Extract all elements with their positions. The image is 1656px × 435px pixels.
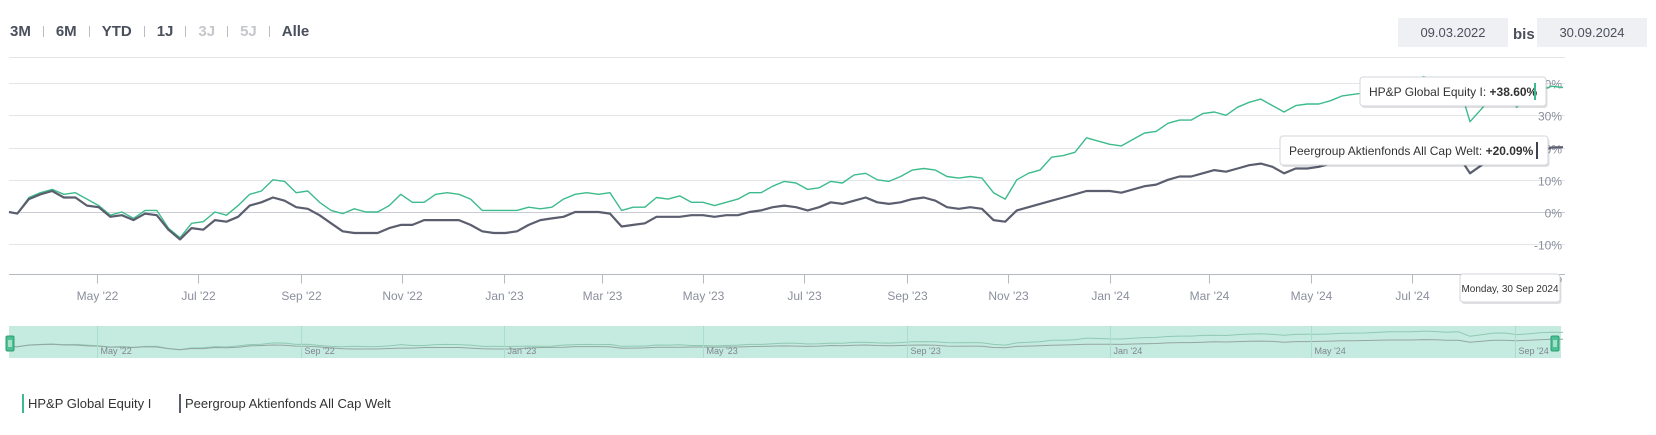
x-tick-label: Mar '24 [1190,289,1230,303]
range-button-3j: 3J [198,22,216,40]
tooltip-series-value: +20.09% [1486,144,1534,158]
tooltip-date: Monday, 30 Sep 2024 [1461,284,1559,295]
tooltip-series-value: +38.60% [1490,85,1538,99]
range-separator [227,25,229,37]
date-from-input[interactable]: 09.03.2022 [1398,18,1508,47]
x-tick-label: Jan '24 [1091,289,1130,303]
range-button-3m[interactable]: 3M [10,22,31,40]
navigator-tick-label: May '24 [1315,346,1346,356]
legend-item-fund[interactable]: HP&P Global Equity I [22,393,151,413]
y-tick-label: 0% [1545,207,1563,221]
series-lines [8,75,1564,241]
legend-swatch [22,393,24,413]
range-separator [42,25,44,37]
x-tick-label: Jan '23 [485,289,524,303]
x-tick-label: Sep '22 [281,289,322,303]
tooltip-fund-text: HP&P Global Equity I: +38.60% [1369,85,1538,99]
legend-swatch [179,393,181,413]
navigator-right-handle[interactable] [1550,335,1560,352]
tooltip-series-name: Peergroup Aktienfonds All Cap Welt: [1289,144,1486,158]
tooltip-peergroup [1279,135,1549,166]
navigator-series-peergroup [8,338,1563,351]
y-tick-label: -10% [1534,239,1562,253]
range-button-6m[interactable]: 6M [55,22,77,40]
date-to-input[interactable]: 30.09.2024 [1537,18,1647,47]
series-line-peergroup [8,146,1564,241]
tooltips: HP&P Global Equity I: +38.60% Peergroup A… [1279,76,1562,304]
range-button-1j[interactable]: 1J [156,22,174,40]
navigator-left-handle[interactable] [5,335,15,352]
x-axis: May '22 Jul '22 Sep '22 Nov '22 Jan '23 Mar '… [9,274,1565,303]
tooltip-fund [1359,76,1547,107]
tooltip-peergroup-text: Peergroup Aktienfonds All Cap Welt: +20.… [1289,144,1534,158]
x-tick-label: May '24 [1291,289,1333,303]
navigator[interactable]: May '22 Sep '22 Jan '23 May '23 Sep '23 Jan '… [5,326,1564,358]
range-button-5j: 5J [240,22,257,40]
legend-label: Peergroup Aktienfonds All Cap Welt [185,395,391,411]
navigator-tick-label: Jan '24 [1114,346,1143,356]
legend-item-peergroup[interactable]: Peergroup Aktienfonds All Cap Welt [179,393,391,413]
x-tick-label: Nov '23 [988,289,1029,303]
range-separator [185,25,187,37]
tooltip-swatch [1536,142,1538,159]
x-tick-label: Jul '23 [787,289,822,303]
range-separator [143,25,145,37]
series-line-fund [8,75,1564,239]
x-tick-label: Mar '23 [583,289,623,303]
x-tick-label: May '23 [683,289,725,303]
range-button-ytd[interactable]: YTD [101,22,132,40]
navigator-tick-label: May '23 [707,346,738,356]
range-selector: 3M 6M YTD 1J 3J 5J Alle [10,20,309,42]
x-tick-label: May '22 [77,289,119,303]
navigator-tick-label: Sep '23 [911,346,941,356]
tooltip-series-name: HP&P Global Equity I: [1369,85,1490,99]
navigator-tick-label: Sep '24 [1519,346,1549,356]
navigator-tick-label: Jan '23 [508,346,537,356]
date-range-separator: bis [1513,26,1535,43]
x-tick-label: Jul '22 [181,289,216,303]
tooltip-date-box [1459,273,1561,303]
navigator-series-fund [8,330,1564,351]
range-separator [88,25,90,37]
y-axis: -20%-10%0%10%20%30%40% [1534,78,1562,286]
tooltip-swatch [1534,83,1536,100]
x-tick-label: Sep '23 [887,289,928,303]
navigator-tick-label: Sep '22 [305,346,335,356]
x-tick-label: Nov '22 [382,289,423,303]
y-tick-label: 10% [1538,175,1562,189]
range-button-alle[interactable]: Alle [281,22,310,40]
range-separator [268,25,270,37]
legend-label: HP&P Global Equity I [28,395,152,411]
y-tick-label: 30% [1538,110,1562,124]
x-tick-label: Jul '24 [1395,289,1430,303]
navigator-tick-label: May '22 [101,346,132,356]
